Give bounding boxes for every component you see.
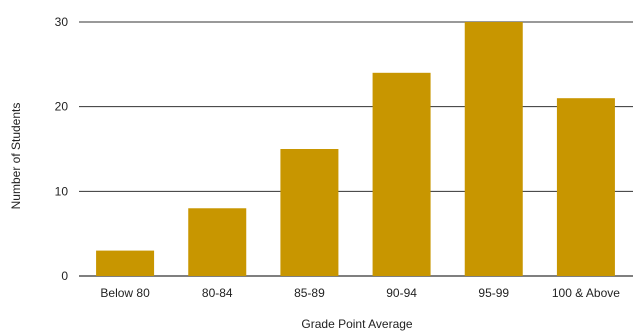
bar	[372, 72, 431, 276]
bar	[464, 22, 523, 276]
y-axis-title: Number of Students	[9, 103, 23, 210]
bar	[556, 98, 615, 276]
y-tick-label: 10	[55, 184, 69, 198]
x-tick-label: 85-89	[294, 286, 325, 300]
y-tick-label: 20	[55, 100, 69, 114]
bars	[96, 22, 615, 276]
x-tick-label: 80-84	[202, 286, 233, 300]
x-axis-ticks: Below 80 80-84 85-89 90-94 95-99 100 & Above	[100, 286, 620, 300]
y-axis-ticks: 0 10 20 30	[55, 15, 69, 283]
x-axis-title: Grade Point Average	[301, 317, 413, 331]
bar	[188, 208, 247, 276]
x-tick-label: 100 & Above	[552, 286, 620, 300]
x-tick-label: Below 80	[100, 286, 150, 300]
gridlines	[79, 21, 633, 277]
x-tick-label: 90-94	[386, 286, 417, 300]
bar	[280, 149, 339, 276]
x-tick-label: 95-99	[478, 286, 509, 300]
bar	[96, 250, 155, 276]
y-tick-label: 0	[61, 269, 68, 283]
y-tick-label: 30	[55, 15, 69, 29]
